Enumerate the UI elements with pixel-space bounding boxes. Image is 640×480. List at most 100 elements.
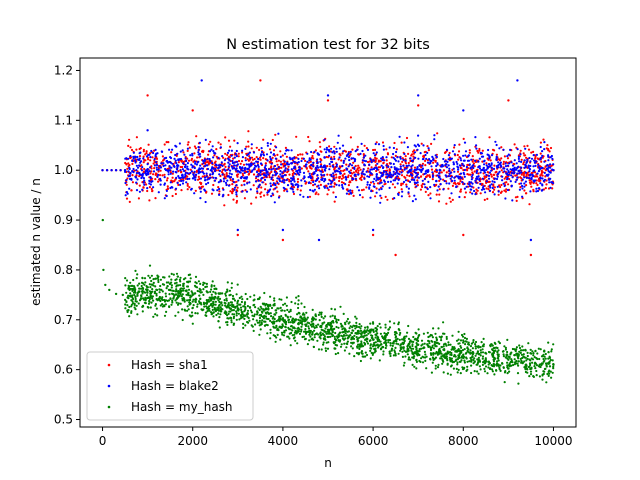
data-point-blake2 [126, 192, 129, 195]
data-point-my-hash [195, 286, 199, 289]
data-point-my-hash [309, 329, 312, 332]
data-point-my-hash [399, 349, 402, 352]
data-point-my-hash [139, 297, 143, 300]
data-point-blake2 [418, 164, 421, 167]
data-point-sha1 [231, 183, 234, 186]
data-point-my-hash [187, 294, 190, 297]
data-point-sha1 [494, 171, 497, 174]
data-point-my-hash [317, 313, 320, 316]
data-point-my-hash [236, 302, 239, 305]
data-point-my-hash [297, 303, 300, 306]
data-point-my-hash [427, 339, 430, 342]
data-point-my-hash [133, 306, 136, 309]
data-point-sha1 [549, 146, 553, 150]
data-point-my-hash [350, 345, 353, 348]
data-point-my-hash [523, 360, 526, 363]
data-point-blake2 [402, 158, 405, 161]
data-point-sha1 [140, 164, 143, 167]
data-point-sha1 [413, 166, 417, 169]
data-point-my-hash [300, 328, 303, 331]
data-point-blake2 [258, 183, 261, 186]
data-point-my-hash [309, 331, 312, 334]
data-point-my-hash [154, 304, 157, 307]
data-point-my-hash [215, 313, 218, 317]
data-point-sha1 [385, 148, 388, 151]
data-point-my-hash [469, 351, 472, 354]
data-point-blake2 [463, 173, 466, 176]
data-point-blake2 [491, 180, 494, 183]
data-point-blake2 [296, 169, 299, 172]
data-point-blake2 [427, 180, 430, 183]
data-point-sha1 [166, 187, 169, 190]
data-point-my-hash [382, 353, 385, 356]
data-point-blake2 [236, 163, 239, 166]
data-point-blake2 [181, 168, 184, 171]
data-point-sha1 [195, 135, 198, 138]
data-point-sha1 [458, 182, 461, 185]
data-point-sha1 [142, 148, 145, 151]
data-point-blake2 [287, 163, 291, 166]
data-point-blake2 [164, 164, 167, 167]
data-point-my-hash [321, 329, 324, 332]
data-point-my-hash [441, 359, 444, 362]
data-point-my-hash [415, 360, 418, 363]
data-point-blake2 [342, 150, 345, 153]
data-point-sha1 [248, 169, 251, 172]
data-point-my-hash [484, 361, 487, 365]
data-point-sha1 [340, 181, 344, 184]
data-point-my-hash [196, 305, 199, 308]
data-point-my-hash [447, 341, 450, 344]
data-point-blake2 [469, 167, 472, 170]
data-point-my-hash [307, 327, 311, 330]
data-point-blake2 [474, 136, 477, 139]
data-point-my-hash [350, 338, 353, 341]
data-point-my-hash [248, 319, 251, 322]
data-point-sha1 [152, 173, 155, 176]
data-point-sha1 [430, 168, 434, 171]
data-point-blake2 [510, 174, 513, 177]
data-point-my-hash [284, 325, 287, 328]
data-point-sha1 [258, 170, 261, 173]
data-point-sha1 [309, 160, 312, 163]
data-point-my-hash [198, 294, 201, 297]
data-point-my-hash [521, 356, 524, 360]
data-point-sha1 [342, 169, 345, 172]
data-point-my-hash [456, 361, 459, 364]
data-point-blake2 [239, 171, 242, 174]
data-point-blake2 [185, 181, 188, 184]
data-point-blake2 [231, 178, 235, 181]
data-point-blake2 [515, 168, 518, 171]
data-point-blake2 [298, 165, 301, 168]
data-point-blake2 [169, 186, 172, 190]
data-point-sha1 [527, 148, 531, 151]
data-point-my-hash [487, 366, 490, 369]
data-point-blake2 [291, 157, 294, 161]
data-point-my-hash [543, 355, 546, 358]
data-point-sha1 [229, 190, 232, 193]
data-point-my-hash [416, 339, 419, 342]
data-point-my-hash [230, 321, 233, 324]
data-point-sha1 [142, 155, 145, 158]
data-point-my-hash [148, 283, 151, 286]
data-point-sha1 [188, 186, 191, 189]
data-point-blake2 [537, 163, 540, 166]
data-point-my-hash [421, 343, 424, 346]
data-point-my-hash [320, 315, 323, 318]
data-point-sha1 [448, 197, 451, 200]
data-point-blake2 [456, 162, 459, 165]
data-point-my-hash [214, 303, 217, 306]
data-point-blake2 [485, 168, 488, 171]
data-point-blake2 [319, 165, 322, 168]
data-point-my-hash [515, 348, 518, 351]
data-point-blake2 [509, 180, 512, 183]
data-point-blake2 [450, 175, 454, 178]
data-point-my-hash [453, 353, 456, 357]
data-point-sha1 [201, 175, 204, 178]
data-point-blake2 [470, 158, 473, 161]
data-point-blake2 [271, 174, 274, 177]
data-point-blake2 [421, 164, 424, 167]
data-point-blake2 [504, 165, 508, 168]
data-point-sha1 [235, 201, 238, 204]
data-point-blake2 [335, 150, 338, 153]
data-point-blake2 [162, 162, 165, 165]
